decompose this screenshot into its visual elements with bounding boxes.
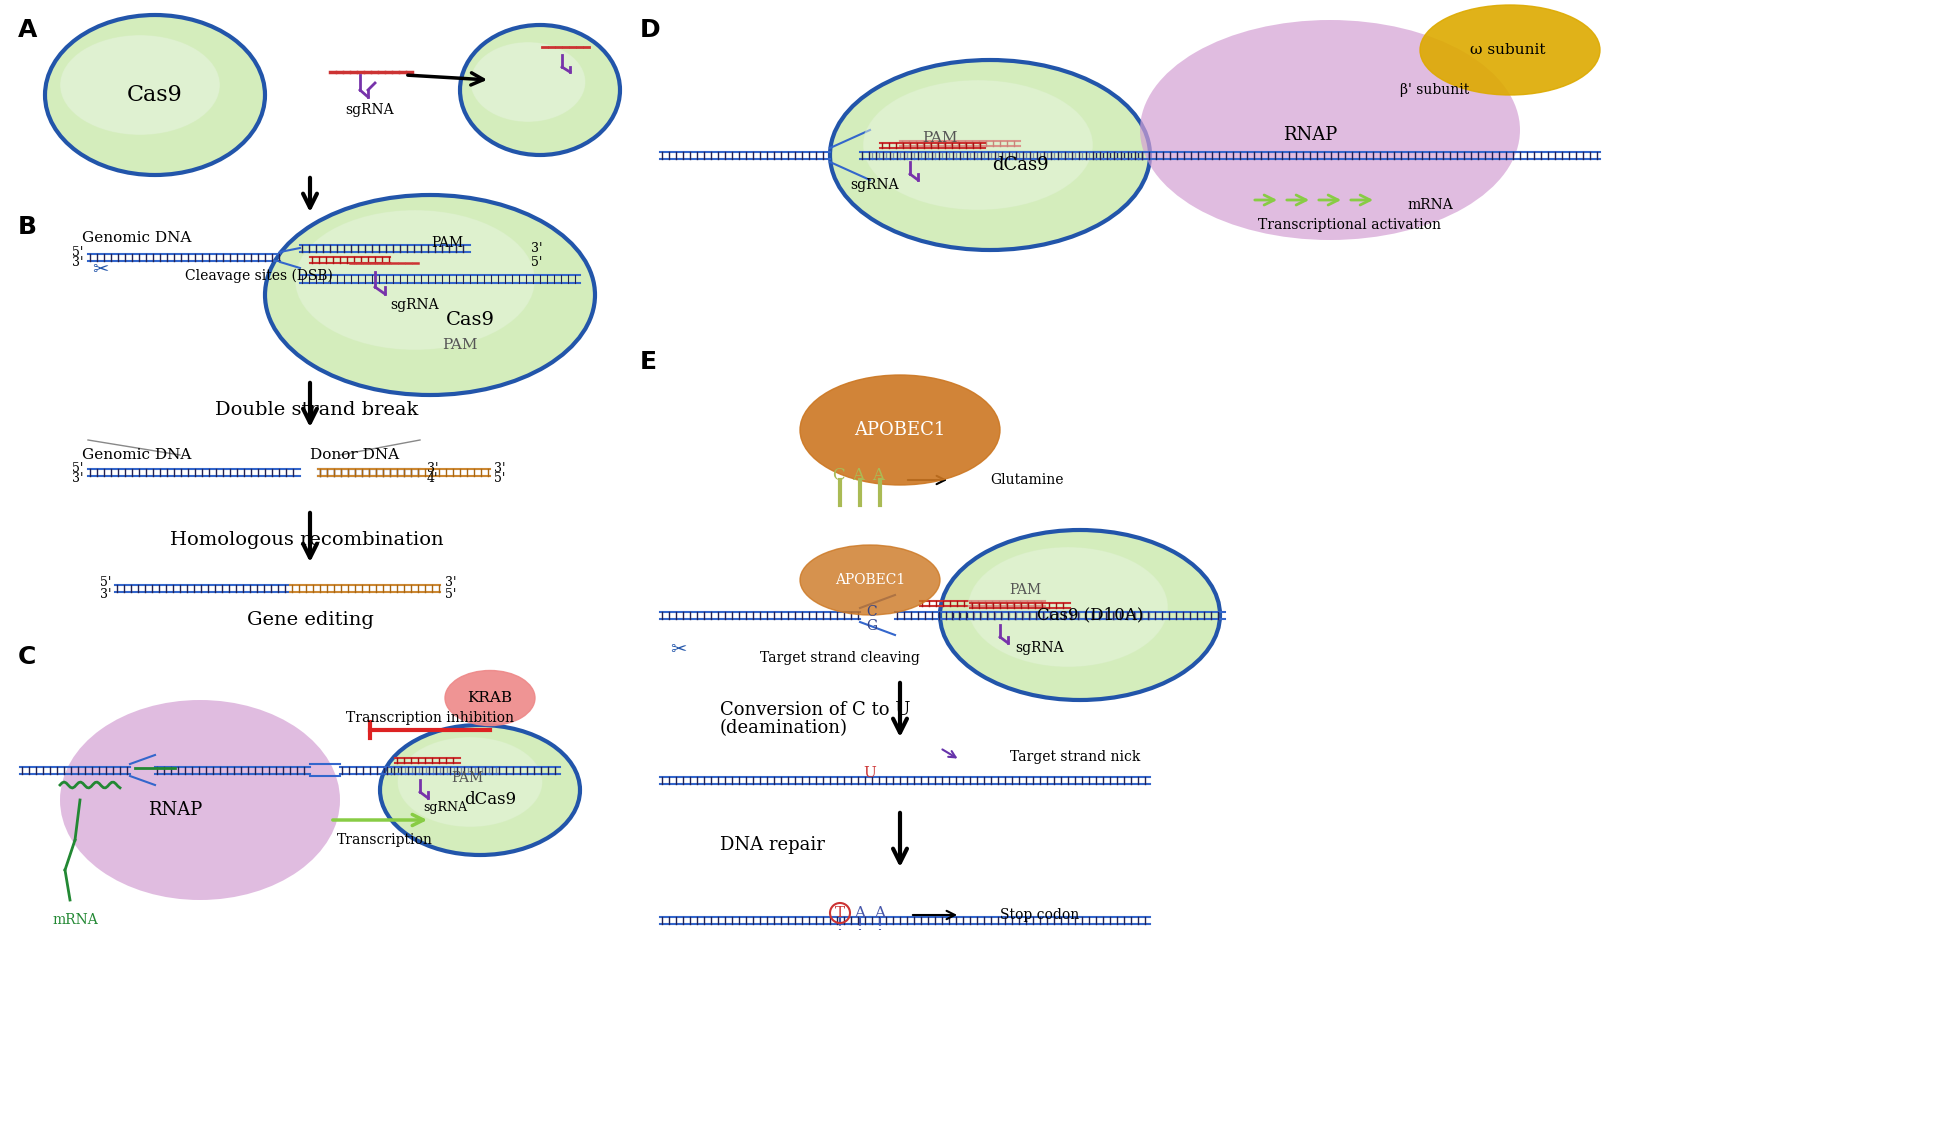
Text: sgRNA: sgRNA [1015, 641, 1064, 656]
Ellipse shape [830, 60, 1149, 250]
Text: A: A [18, 18, 37, 42]
Ellipse shape [941, 530, 1219, 700]
Text: Target strand nick: Target strand nick [1009, 750, 1140, 764]
Text: Donor DNA: Donor DNA [310, 448, 399, 462]
Ellipse shape [1420, 5, 1599, 95]
Ellipse shape [863, 80, 1093, 210]
Text: Glutamine: Glutamine [990, 473, 1064, 487]
Text: A: A [851, 466, 865, 483]
Text: 3': 3' [72, 472, 84, 484]
Text: PAM: PAM [1009, 583, 1040, 597]
Ellipse shape [444, 670, 536, 725]
Text: Cleavage sites (DSB): Cleavage sites (DSB) [185, 269, 333, 283]
Text: Conversion of C to U: Conversion of C to U [721, 701, 910, 719]
Text: dCas9: dCas9 [992, 156, 1048, 174]
Text: PAM: PAM [921, 131, 958, 145]
Text: 3': 3' [99, 588, 111, 602]
Text: APOBEC1: APOBEC1 [855, 421, 945, 439]
Text: Transcription inhibition: Transcription inhibition [347, 711, 514, 725]
Text: mRNA: mRNA [53, 913, 97, 927]
Text: ω subunit: ω subunit [1471, 43, 1547, 57]
Text: Cas9: Cas9 [446, 311, 495, 329]
Text: Gene editing: Gene editing [247, 611, 374, 629]
Text: Cas9 (D10A): Cas9 (D10A) [1036, 606, 1143, 624]
Text: C: C [867, 605, 877, 619]
Text: A: A [875, 906, 886, 920]
Text: RNAP: RNAP [148, 801, 203, 819]
Text: 5': 5' [495, 472, 505, 484]
Text: PAM: PAM [442, 337, 477, 352]
Text: 3': 3' [72, 256, 84, 269]
Text: T: T [836, 906, 845, 920]
Ellipse shape [801, 375, 999, 484]
Text: Transcription: Transcription [337, 833, 432, 847]
Text: (deamination): (deamination) [721, 719, 847, 736]
Ellipse shape [45, 15, 265, 176]
Ellipse shape [294, 210, 536, 350]
Ellipse shape [801, 545, 941, 614]
Ellipse shape [471, 42, 586, 122]
Text: Transcriptional activation: Transcriptional activation [1258, 218, 1442, 233]
Text: Cas9: Cas9 [127, 84, 183, 106]
Text: 3': 3' [444, 576, 456, 588]
Ellipse shape [1140, 21, 1519, 241]
Text: ✂: ✂ [670, 640, 686, 659]
Text: 5': 5' [99, 576, 111, 588]
Text: Homologous recombination: Homologous recombination [169, 531, 444, 549]
Text: B: B [18, 215, 37, 239]
Text: DNA repair: DNA repair [721, 836, 824, 854]
Text: Double strand break: Double strand break [214, 401, 419, 420]
Text: sgRNA: sgRNA [423, 801, 468, 814]
Text: sgRNA: sgRNA [345, 103, 393, 117]
Ellipse shape [380, 725, 581, 855]
Text: 3': 3' [495, 462, 505, 474]
Ellipse shape [460, 25, 619, 155]
Text: C: C [18, 645, 37, 669]
Text: 5': 5' [532, 255, 543, 269]
Text: mRNA: mRNA [1406, 198, 1453, 212]
Text: 5': 5' [72, 246, 84, 260]
Ellipse shape [397, 736, 542, 826]
Text: E: E [641, 350, 656, 374]
Text: U: U [863, 766, 877, 780]
Text: Stop codon: Stop codon [999, 907, 1079, 922]
Text: PAM: PAM [431, 236, 464, 250]
Text: A: A [873, 466, 884, 483]
Text: sgRNA: sgRNA [392, 298, 440, 312]
Text: Genomic DNA: Genomic DNA [82, 448, 191, 462]
Ellipse shape [968, 547, 1169, 667]
Text: D: D [641, 18, 660, 42]
Text: 3': 3' [532, 242, 543, 254]
Text: ✂: ✂ [92, 260, 109, 279]
Text: C: C [832, 466, 843, 483]
Text: dCas9: dCas9 [464, 791, 516, 808]
Text: G: G [867, 619, 877, 633]
Text: RNAP: RNAP [1284, 127, 1336, 144]
Text: Genomic DNA: Genomic DNA [82, 231, 191, 245]
Ellipse shape [60, 35, 220, 135]
Text: β' subunit: β' subunit [1401, 83, 1469, 97]
Text: sgRNA: sgRNA [851, 178, 900, 192]
Ellipse shape [60, 700, 341, 899]
Text: 5': 5' [72, 462, 84, 474]
Text: A: A [855, 906, 865, 920]
Text: 4': 4' [427, 472, 438, 484]
Text: 3': 3' [427, 462, 438, 474]
Text: KRAB: KRAB [468, 691, 512, 705]
Ellipse shape [265, 195, 594, 394]
Text: 5': 5' [444, 588, 456, 602]
Text: PAM: PAM [450, 771, 483, 785]
Text: APOBEC1: APOBEC1 [836, 573, 906, 587]
Text: Target strand cleaving: Target strand cleaving [760, 651, 919, 665]
